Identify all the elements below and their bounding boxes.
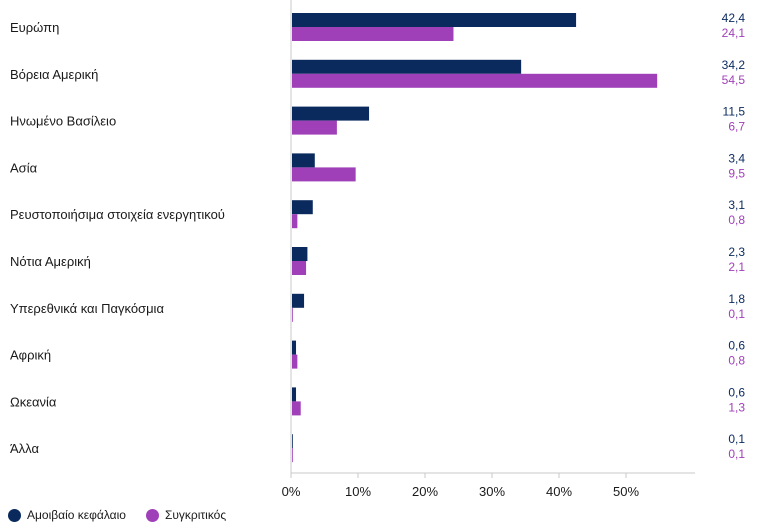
value-label-benchmark: 54,5 xyxy=(722,73,746,87)
bar-benchmark xyxy=(292,27,454,41)
category-label: Αφρική xyxy=(10,348,51,363)
category-label: Ωκεανία xyxy=(10,394,57,409)
bar-benchmark xyxy=(292,120,337,135)
category-label: Ηνωμένο Βασίλειο xyxy=(10,114,116,129)
value-label-fund: 42,4 xyxy=(722,11,746,25)
bar-fund xyxy=(292,247,308,261)
value-label-benchmark: 0,8 xyxy=(728,354,745,368)
value-label-benchmark: 0,1 xyxy=(728,307,745,321)
bar-fund xyxy=(292,340,297,355)
x-tick-label: 40% xyxy=(546,484,572,499)
bar-fund xyxy=(292,106,370,121)
value-label-fund: 3,1 xyxy=(728,198,745,212)
bar-fund xyxy=(292,434,293,449)
value-label-benchmark: 24,1 xyxy=(722,26,746,40)
bar-fund xyxy=(292,387,297,402)
legend-item-benchmark[interactable]: Συγκριτικός xyxy=(145,508,227,522)
x-tick-label: 20% xyxy=(412,484,438,499)
value-label-fund: 3,4 xyxy=(728,151,745,165)
value-label-benchmark: 2,1 xyxy=(728,260,745,274)
value-label-benchmark: 9,5 xyxy=(728,166,745,180)
category-label: Άλλα xyxy=(10,441,39,456)
bar-benchmark xyxy=(292,167,356,182)
bar-fund xyxy=(292,293,305,308)
value-label-fund: 0,6 xyxy=(728,339,745,353)
bar-fund xyxy=(292,13,577,27)
value-label-benchmark: 1,3 xyxy=(728,400,745,414)
category-label: Ευρώπη xyxy=(10,20,59,35)
legend-label-benchmark: Συγκριτικός xyxy=(164,508,227,522)
x-tick-label: 0% xyxy=(282,484,301,499)
bar-fund xyxy=(292,153,315,168)
value-label-benchmark: 0,8 xyxy=(728,213,745,227)
bar-fund xyxy=(292,200,313,215)
category-label: Νότια Αμερική xyxy=(10,254,91,269)
bar-chart: 0% 10% 20% 30% 40% 50% Ευρώπη 42,424,1 Βόρεια Αμ… xyxy=(10,0,746,499)
value-label-fund: 34,2 xyxy=(722,58,746,72)
x-tick-label: 30% xyxy=(479,484,505,499)
legend-item-fund[interactable]: Αμοιβαίο κεφάλαιο xyxy=(8,508,126,522)
value-label-fund: 11,5 xyxy=(723,105,746,119)
bar-benchmark xyxy=(292,307,293,322)
category-label: Ρευστοποιήσιμα στοιχεία ενεργητικού xyxy=(10,207,225,222)
value-label-fund: 2,3 xyxy=(728,245,745,259)
bar-benchmark xyxy=(292,448,293,463)
bar-fund xyxy=(292,59,522,74)
category-label: Ασία xyxy=(10,160,38,175)
value-label-benchmark: 6,7 xyxy=(728,120,745,134)
value-label-benchmark: 0,1 xyxy=(728,447,745,461)
category-label: Υπερεθνικά και Παγκόσμια xyxy=(10,301,164,316)
legend-marker-fund xyxy=(8,508,21,522)
x-tick-label: 10% xyxy=(345,484,371,499)
bar-benchmark xyxy=(292,214,298,229)
bar-benchmark xyxy=(292,261,307,275)
chart-legend: Αμοιβαίο κεφάλαιο Συγκριτικός xyxy=(8,508,236,522)
value-label-fund: 0,6 xyxy=(728,385,745,399)
bar-benchmark xyxy=(292,354,298,369)
bar-benchmark xyxy=(292,73,658,88)
legend-marker-benchmark xyxy=(145,508,159,522)
x-tick-label: 50% xyxy=(613,484,639,499)
value-label-fund: 0,1 xyxy=(728,432,745,446)
bar-benchmark xyxy=(292,401,301,416)
legend-label-fund: Αμοιβαίο κεφάλαιο xyxy=(27,508,126,522)
value-label-fund: 1,8 xyxy=(728,292,745,306)
category-label: Βόρεια Αμερική xyxy=(10,67,98,82)
